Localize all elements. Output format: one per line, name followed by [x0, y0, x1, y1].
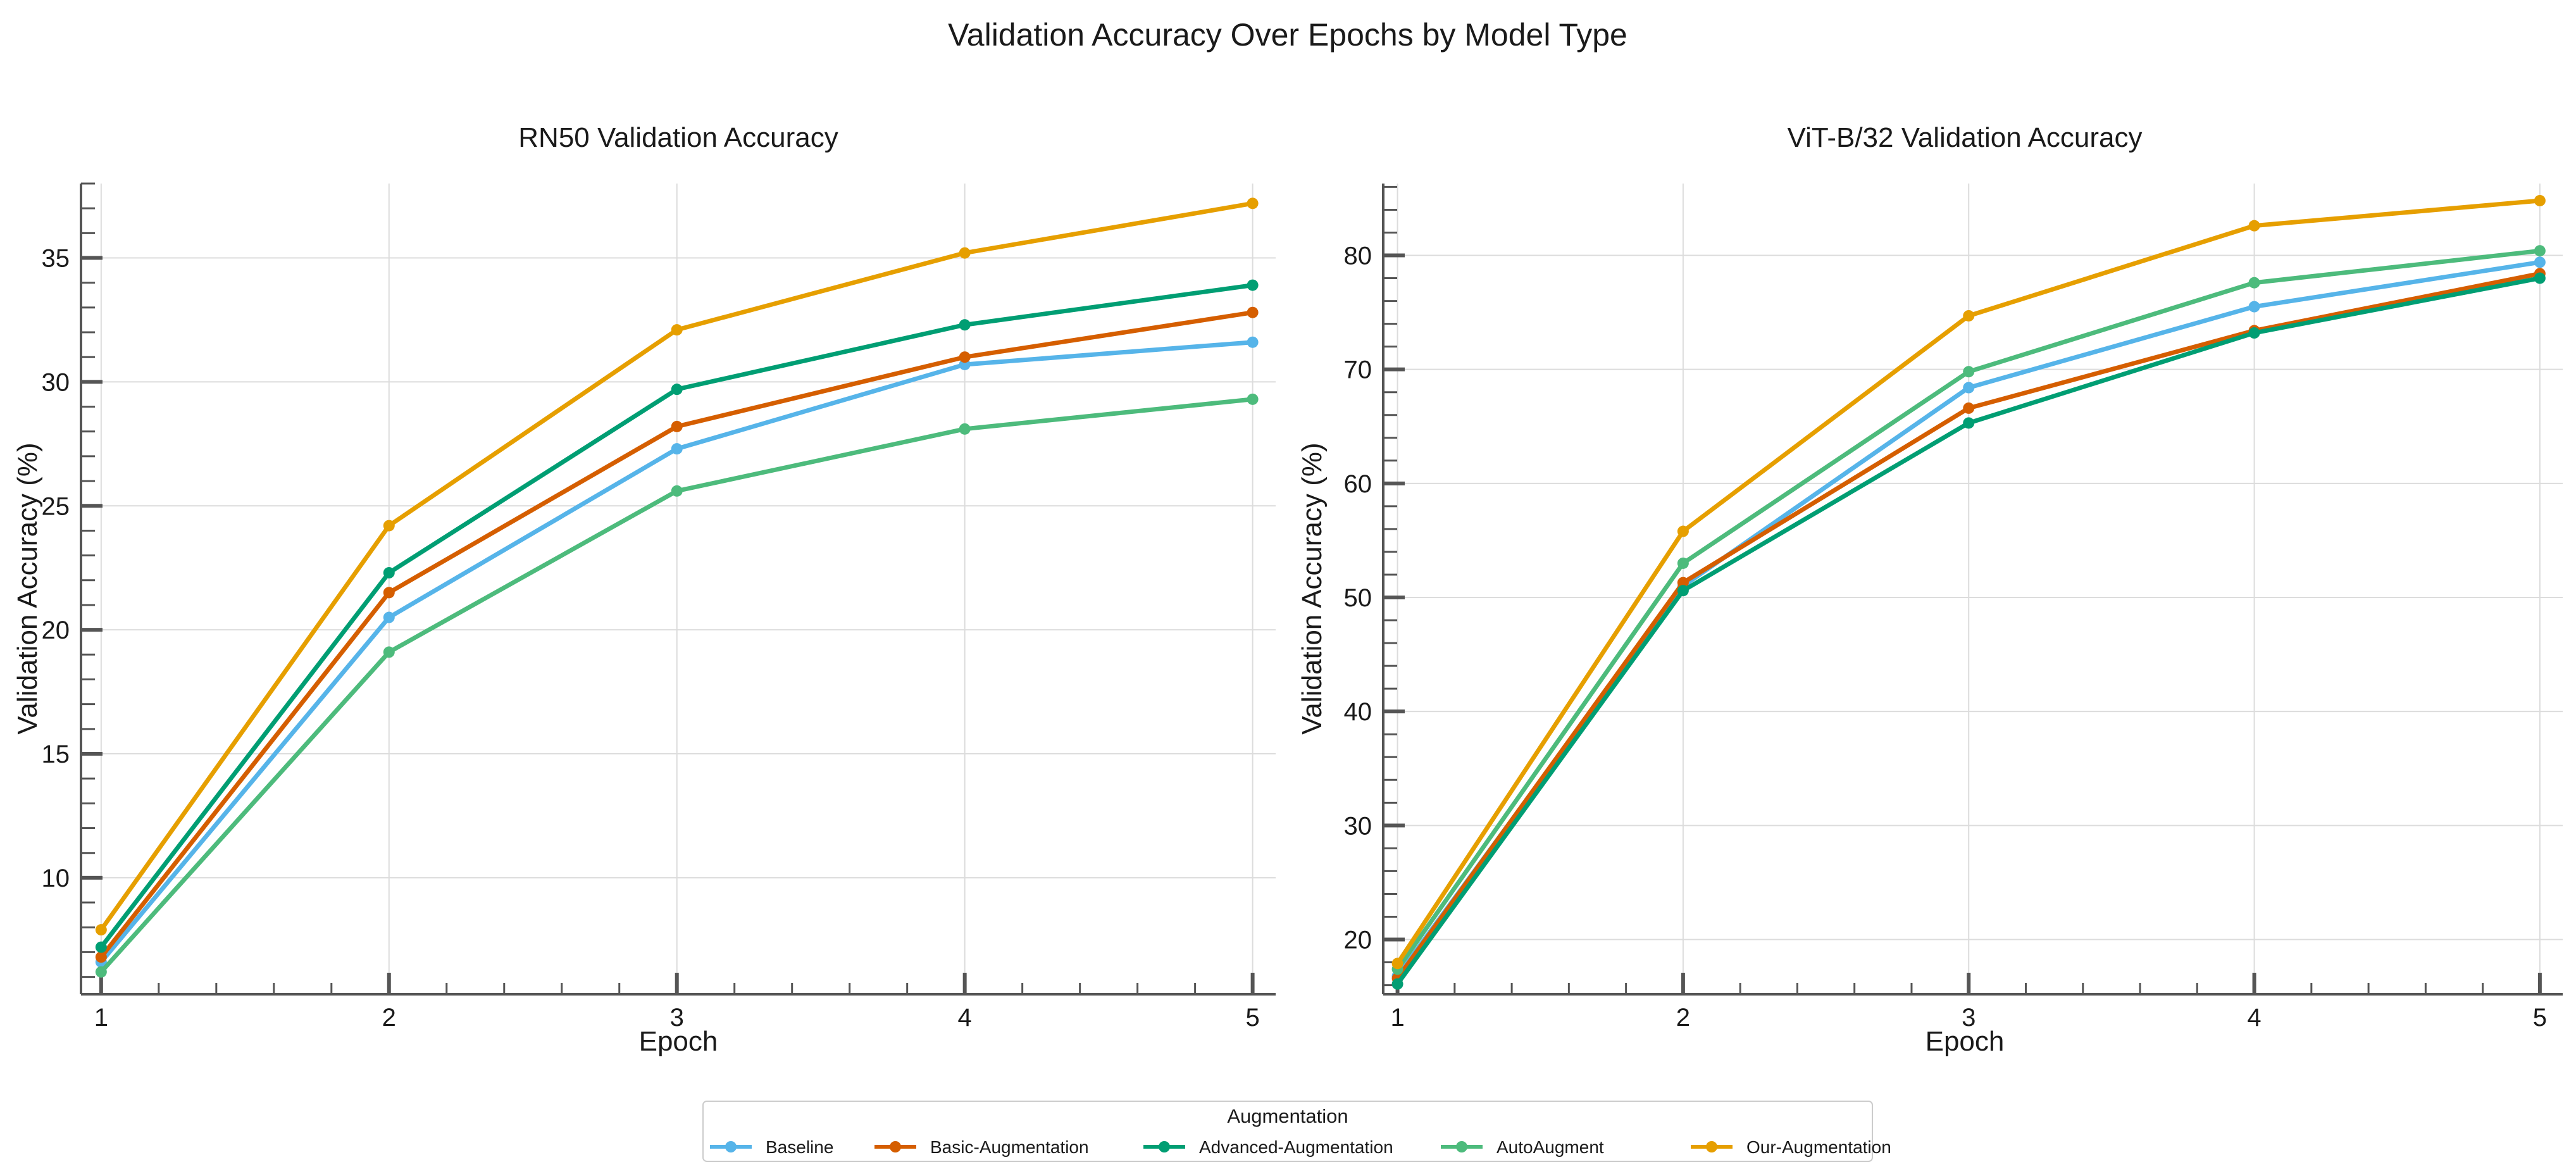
vit-point-advanced-augmentation-epoch-2: [1677, 585, 1689, 597]
rn50-point-advanced-augmentation-epoch-1: [95, 941, 107, 953]
rn50-point-advanced-augmentation-epoch-2: [383, 567, 395, 579]
rn50-y-tick-label-30: 30: [42, 368, 70, 396]
rn50-y-tick-label-20: 20: [42, 616, 70, 644]
vit-point-our-augmentation-epoch-2: [1677, 525, 1689, 537]
vit-y-tick-label-70: 70: [1344, 356, 1372, 384]
vit-point-basic-augmentation-epoch-3: [1963, 402, 1975, 414]
vit-point-our-augmentation-epoch-4: [2248, 220, 2260, 232]
vit-y-tick-label-40: 40: [1344, 698, 1372, 726]
legend-box: [702, 1101, 1873, 1162]
vit-point-our-augmentation-epoch-3: [1963, 309, 1975, 322]
vit-x-axis-label: Epoch: [1926, 1026, 2005, 1057]
rn50-y-tick-label-15: 15: [42, 740, 70, 768]
vit-point-basic-augmentation-epoch-2: [1677, 577, 1689, 589]
legend-label-advanced-augmentation: Advanced-Augmentation: [1199, 1137, 1393, 1157]
rn50-point-our-augmentation-epoch-1: [95, 924, 107, 936]
vit-y-axis-label: Validation Accuracy (%): [1297, 442, 1328, 734]
legend-marker-baseline: [725, 1141, 737, 1152]
rn50-point-advanced-augmentation-epoch-4: [959, 319, 971, 331]
rn50-x-tick-label-3: 3: [670, 1004, 684, 1032]
vit-point-baseline-epoch-4: [2248, 301, 2260, 313]
rn50-point-baseline-epoch-5: [1247, 336, 1259, 348]
rn50-point-autoaugment-epoch-5: [1247, 393, 1259, 405]
vit-y-tick-label-50: 50: [1344, 584, 1372, 612]
rn50-x-tick-label-1: 1: [94, 1004, 108, 1032]
rn50-point-baseline-epoch-3: [671, 443, 683, 455]
rn50-chart-title: RN50 Validation Accuracy: [518, 122, 838, 153]
rn50-point-basic-augmentation-epoch-2: [383, 587, 395, 599]
rn50-x-tick-label-2: 2: [382, 1004, 396, 1032]
vit-chart-title: ViT-B/32 Validation Accuracy: [1788, 122, 2143, 153]
vit-point-baseline-epoch-5: [2534, 256, 2546, 268]
vit-x-tick-label-3: 3: [1962, 1004, 1976, 1032]
rn50-point-autoaugment-epoch-3: [671, 485, 683, 497]
vit-point-our-augmentation-epoch-5: [2534, 195, 2546, 207]
legend-label-baseline: Baseline: [766, 1137, 833, 1157]
rn50-point-basic-augmentation-epoch-1: [95, 951, 107, 963]
vit-y-tick-label-20: 20: [1344, 927, 1372, 954]
figure-title: Validation Accuracy Over Epochs by Model…: [948, 17, 1627, 53]
vit-x-tick-label-5: 5: [2533, 1004, 2547, 1032]
rn50-point-autoaugment-epoch-1: [95, 966, 107, 978]
legend-label-our-augmentation: Our-Augmentation: [1746, 1137, 1891, 1157]
rn50-point-advanced-augmentation-epoch-3: [671, 384, 683, 396]
rn50-chart-panel: 1 2 3 4 5 10 15 20 25 30 35 RN50 Validation Accurac…: [12, 122, 1276, 1057]
vit-x-tick-label-1: 1: [1390, 1004, 1404, 1032]
rn50-point-our-augmentation-epoch-2: [383, 520, 395, 532]
vit-point-advanced-augmentation-epoch-4: [2248, 327, 2260, 339]
vit-x-tick-label-2: 2: [1676, 1004, 1690, 1032]
rn50-point-basic-augmentation-epoch-4: [959, 351, 971, 363]
vit-point-baseline-epoch-3: [1963, 382, 1975, 394]
vit-point-advanced-augmentation-epoch-3: [1963, 417, 1975, 429]
vit-y-tick-label-80: 80: [1344, 242, 1372, 270]
rn50-x-axis-label: Epoch: [639, 1026, 718, 1057]
rn50-point-our-augmentation-epoch-5: [1247, 197, 1259, 209]
legend: Augmentation Baseline Basic-Augmentation A…: [702, 1101, 1891, 1162]
rn50-y-tick-label-10: 10: [42, 865, 70, 892]
legend-marker-advanced-augmentation: [1159, 1141, 1170, 1152]
legend-marker-basic-augmentation: [890, 1141, 901, 1152]
vit-chart-panel: 1 2 3 4 5 20 30 40 50 60 70 80 ViT-B/32 Validation A…: [1297, 122, 2563, 1057]
vit-point-autoaugment-epoch-2: [1677, 557, 1689, 569]
vit-point-autoaugment-epoch-3: [1963, 366, 1975, 378]
rn50-point-autoaugment-epoch-4: [959, 423, 971, 435]
vit-y-tick-label-30: 30: [1344, 812, 1372, 840]
rn50-y-tick-label-25: 25: [42, 492, 70, 520]
rn50-x-tick-label-5: 5: [1245, 1004, 1259, 1032]
rn50-point-our-augmentation-epoch-3: [671, 324, 683, 336]
legend-marker-autoaugment: [1456, 1141, 1467, 1152]
rn50-point-autoaugment-epoch-2: [383, 646, 395, 658]
rn50-point-our-augmentation-epoch-4: [959, 247, 971, 259]
legend-label-basic-augmentation: Basic-Augmentation: [930, 1137, 1089, 1157]
rn50-y-axis-label: Validation Accuracy (%): [12, 442, 43, 734]
vit-point-our-augmentation-epoch-1: [1391, 958, 1403, 970]
vit-point-advanced-augmentation-epoch-5: [2534, 272, 2546, 284]
vit-point-advanced-augmentation-epoch-1: [1391, 978, 1403, 990]
vit-point-autoaugment-epoch-5: [2534, 245, 2546, 257]
vit-x-tick-label-4: 4: [2247, 1004, 2261, 1032]
rn50-point-advanced-augmentation-epoch-5: [1247, 279, 1259, 291]
rn50-x-tick-label-4: 4: [958, 1004, 972, 1032]
rn50-y-tick-label-35: 35: [42, 245, 70, 273]
vit-y-tick-label-60: 60: [1344, 470, 1372, 498]
vit-point-autoaugment-epoch-4: [2248, 277, 2260, 289]
legend-marker-our-augmentation: [1706, 1141, 1717, 1152]
rn50-point-basic-augmentation-epoch-3: [671, 420, 683, 432]
rn50-point-baseline-epoch-2: [383, 611, 395, 623]
legend-label-autoaugment: AutoAugment: [1496, 1137, 1604, 1157]
legend-title: Augmentation: [1227, 1105, 1348, 1127]
rn50-point-basic-augmentation-epoch-5: [1247, 306, 1259, 318]
